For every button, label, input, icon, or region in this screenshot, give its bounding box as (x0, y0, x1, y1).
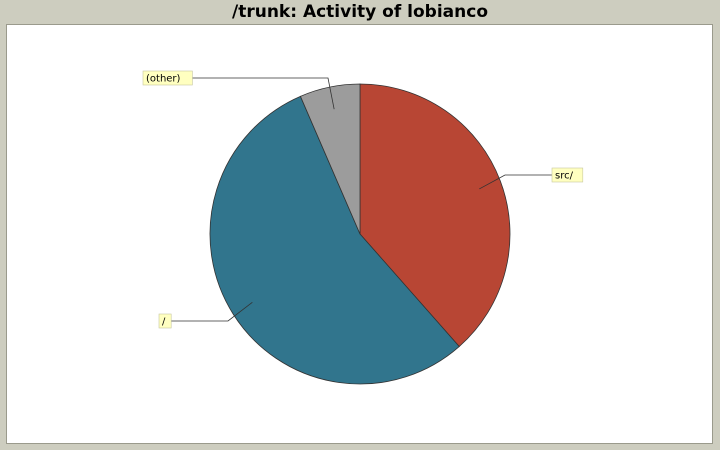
slice-label-2: / (162, 317, 166, 328)
leader-line-2 (171, 302, 253, 322)
leader-line-3 (192, 77, 335, 110)
slice-label-box-3 (142, 70, 193, 86)
pie-slice-2 (209, 95, 460, 385)
chart-title: /trunk: Activity of lobianco (232, 2, 488, 22)
slice-label-box-1 (551, 167, 584, 183)
pie-slice-1 (359, 83, 511, 348)
slice-label-1: src/ (555, 171, 574, 182)
leader-line-1 (479, 174, 552, 190)
slice-label-box-2 (158, 313, 172, 329)
slice-label-3: (other) (146, 74, 181, 85)
